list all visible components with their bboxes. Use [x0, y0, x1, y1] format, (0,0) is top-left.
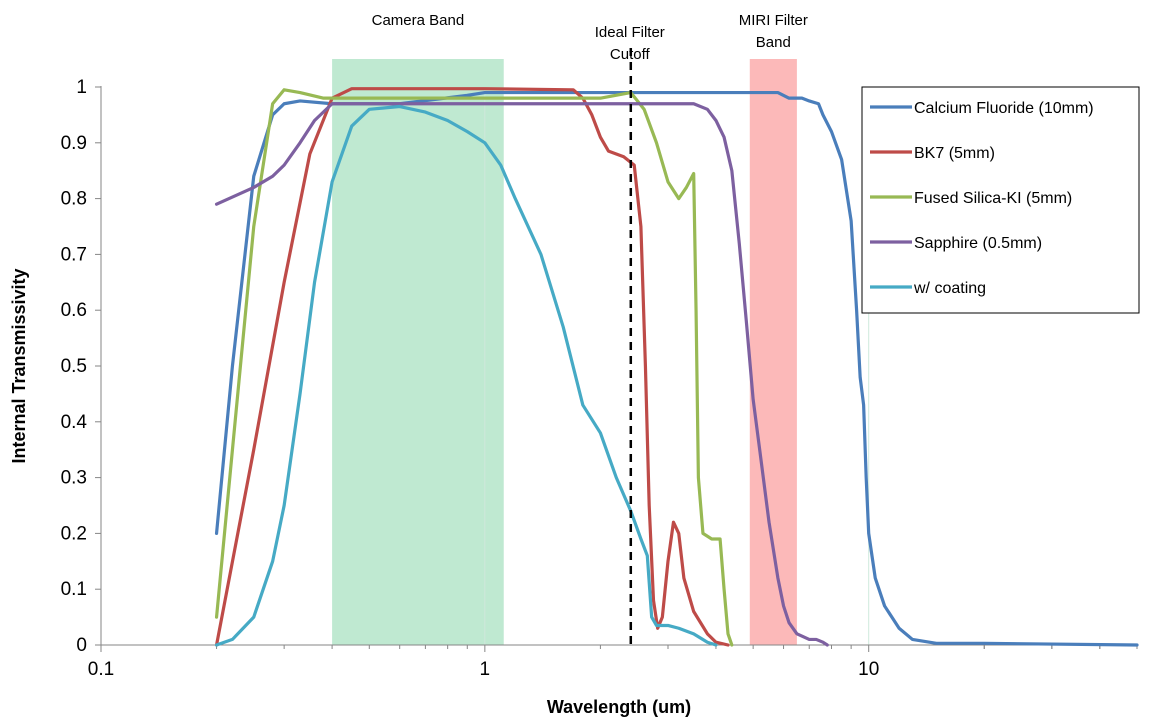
series-calcium-fluoride-10mm [214, 90, 1139, 647]
series-w-coating [214, 104, 718, 647]
series-bk7-5mm [214, 87, 730, 647]
y-tick-label: 0.1 [61, 579, 87, 600]
annotations: Camera Band MIRI Filter Band Ideal Filter Cu… [372, 12, 808, 63]
legend: Calcium Fluoride (10mm) BK7 (5mm) Fused Si… [861, 86, 1140, 314]
axes: 00.10.20.30.40.50.60.70.80.910.1 1 10Wavel… [9, 77, 1138, 717]
camera-band-label-line-0: Camera Band [372, 12, 465, 29]
legend-box [861, 86, 1140, 314]
legend-label-sapphire-0-5mm: Sapphire (0.5mm) [914, 235, 1042, 252]
y-tick-label: 0.4 [61, 412, 88, 433]
y-tick-label: 0.3 [61, 468, 87, 489]
series-lines [214, 87, 1139, 647]
x-tick-label: 1 [480, 659, 491, 680]
y-tick-label: 0.2 [61, 523, 87, 544]
y-tick-label: 1 [76, 77, 87, 98]
ideal-filter-cutoff-label-line-0: Ideal Filter [595, 24, 665, 41]
miri-filter-band-label-line-1: Band [756, 34, 791, 51]
series-fused-silica-ki-5mm [214, 88, 734, 647]
y-tick-label: 0 [76, 635, 87, 656]
y-tick-label: 0.8 [61, 189, 87, 210]
y-tick-label: 0.7 [61, 244, 87, 265]
legend-label-calcium-fluoride-10mm: Calcium Fluoride (10mm) [914, 100, 1094, 117]
y-axis-title: Internal Transmissivity [9, 268, 29, 463]
x-tick-label: 0.1 [88, 659, 114, 680]
series-sapphire-0-5mm [214, 102, 829, 647]
legend-label-bk7-5mm: BK7 (5mm) [914, 145, 995, 162]
legend-label-w-coating: w/ coating [913, 280, 986, 297]
legend-label-fused-silica-ki-5mm: Fused Silica-KI (5mm) [914, 190, 1072, 207]
highlight-bands [332, 59, 797, 645]
x-tick-label: 10 [858, 659, 879, 680]
y-tick-label: 0.5 [61, 356, 87, 377]
camera-band-band [332, 59, 504, 645]
y-tick-label: 0.6 [61, 300, 87, 321]
miri-filter-band-label-line-0: MIRI Filter [739, 12, 808, 29]
y-tick-label: 0.9 [61, 133, 87, 154]
x-axis-title: Wavelength (um) [547, 697, 691, 717]
ideal-filter-cutoff-label-line-1: Cutoff [610, 46, 651, 63]
